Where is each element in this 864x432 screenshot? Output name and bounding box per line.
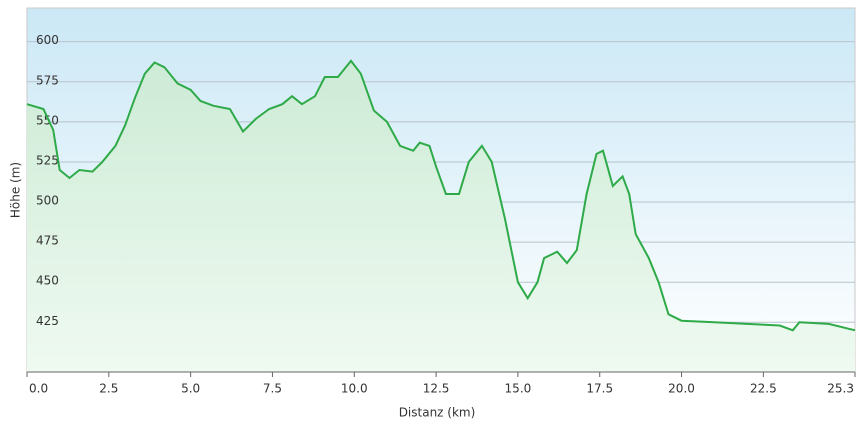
y-tick-label: 450 [36,274,59,288]
x-tick-label: 5.0 [181,382,200,396]
x-tick-label: 10.0 [341,382,368,396]
y-axis-label: Höhe (m) [9,162,23,218]
x-tick-label: 7.5 [263,382,282,396]
y-tick-label: 575 [36,73,59,87]
x-tick-label: 0.0 [29,382,48,396]
y-tick-label: 475 [36,234,59,248]
x-tick-label: 25.3 [827,382,854,396]
x-tick-label: 17.5 [586,382,613,396]
y-tick-label: 525 [36,153,59,167]
x-tick-label: 15.0 [505,382,532,396]
y-tick-label: 600 [36,33,59,47]
x-tick-label: 2.5 [99,382,118,396]
x-tick-label: 20.0 [668,382,695,396]
x-tick-label: 12.5 [423,382,450,396]
x-axis-label: Distanz (km) [399,406,476,420]
line [26,59,856,332]
y-tick-label: 500 [36,194,59,208]
y-tick-label: 425 [36,314,59,328]
area [27,60,855,373]
x-tick-label: 22.5 [750,382,777,396]
y-tick-label: 550 [36,113,59,127]
